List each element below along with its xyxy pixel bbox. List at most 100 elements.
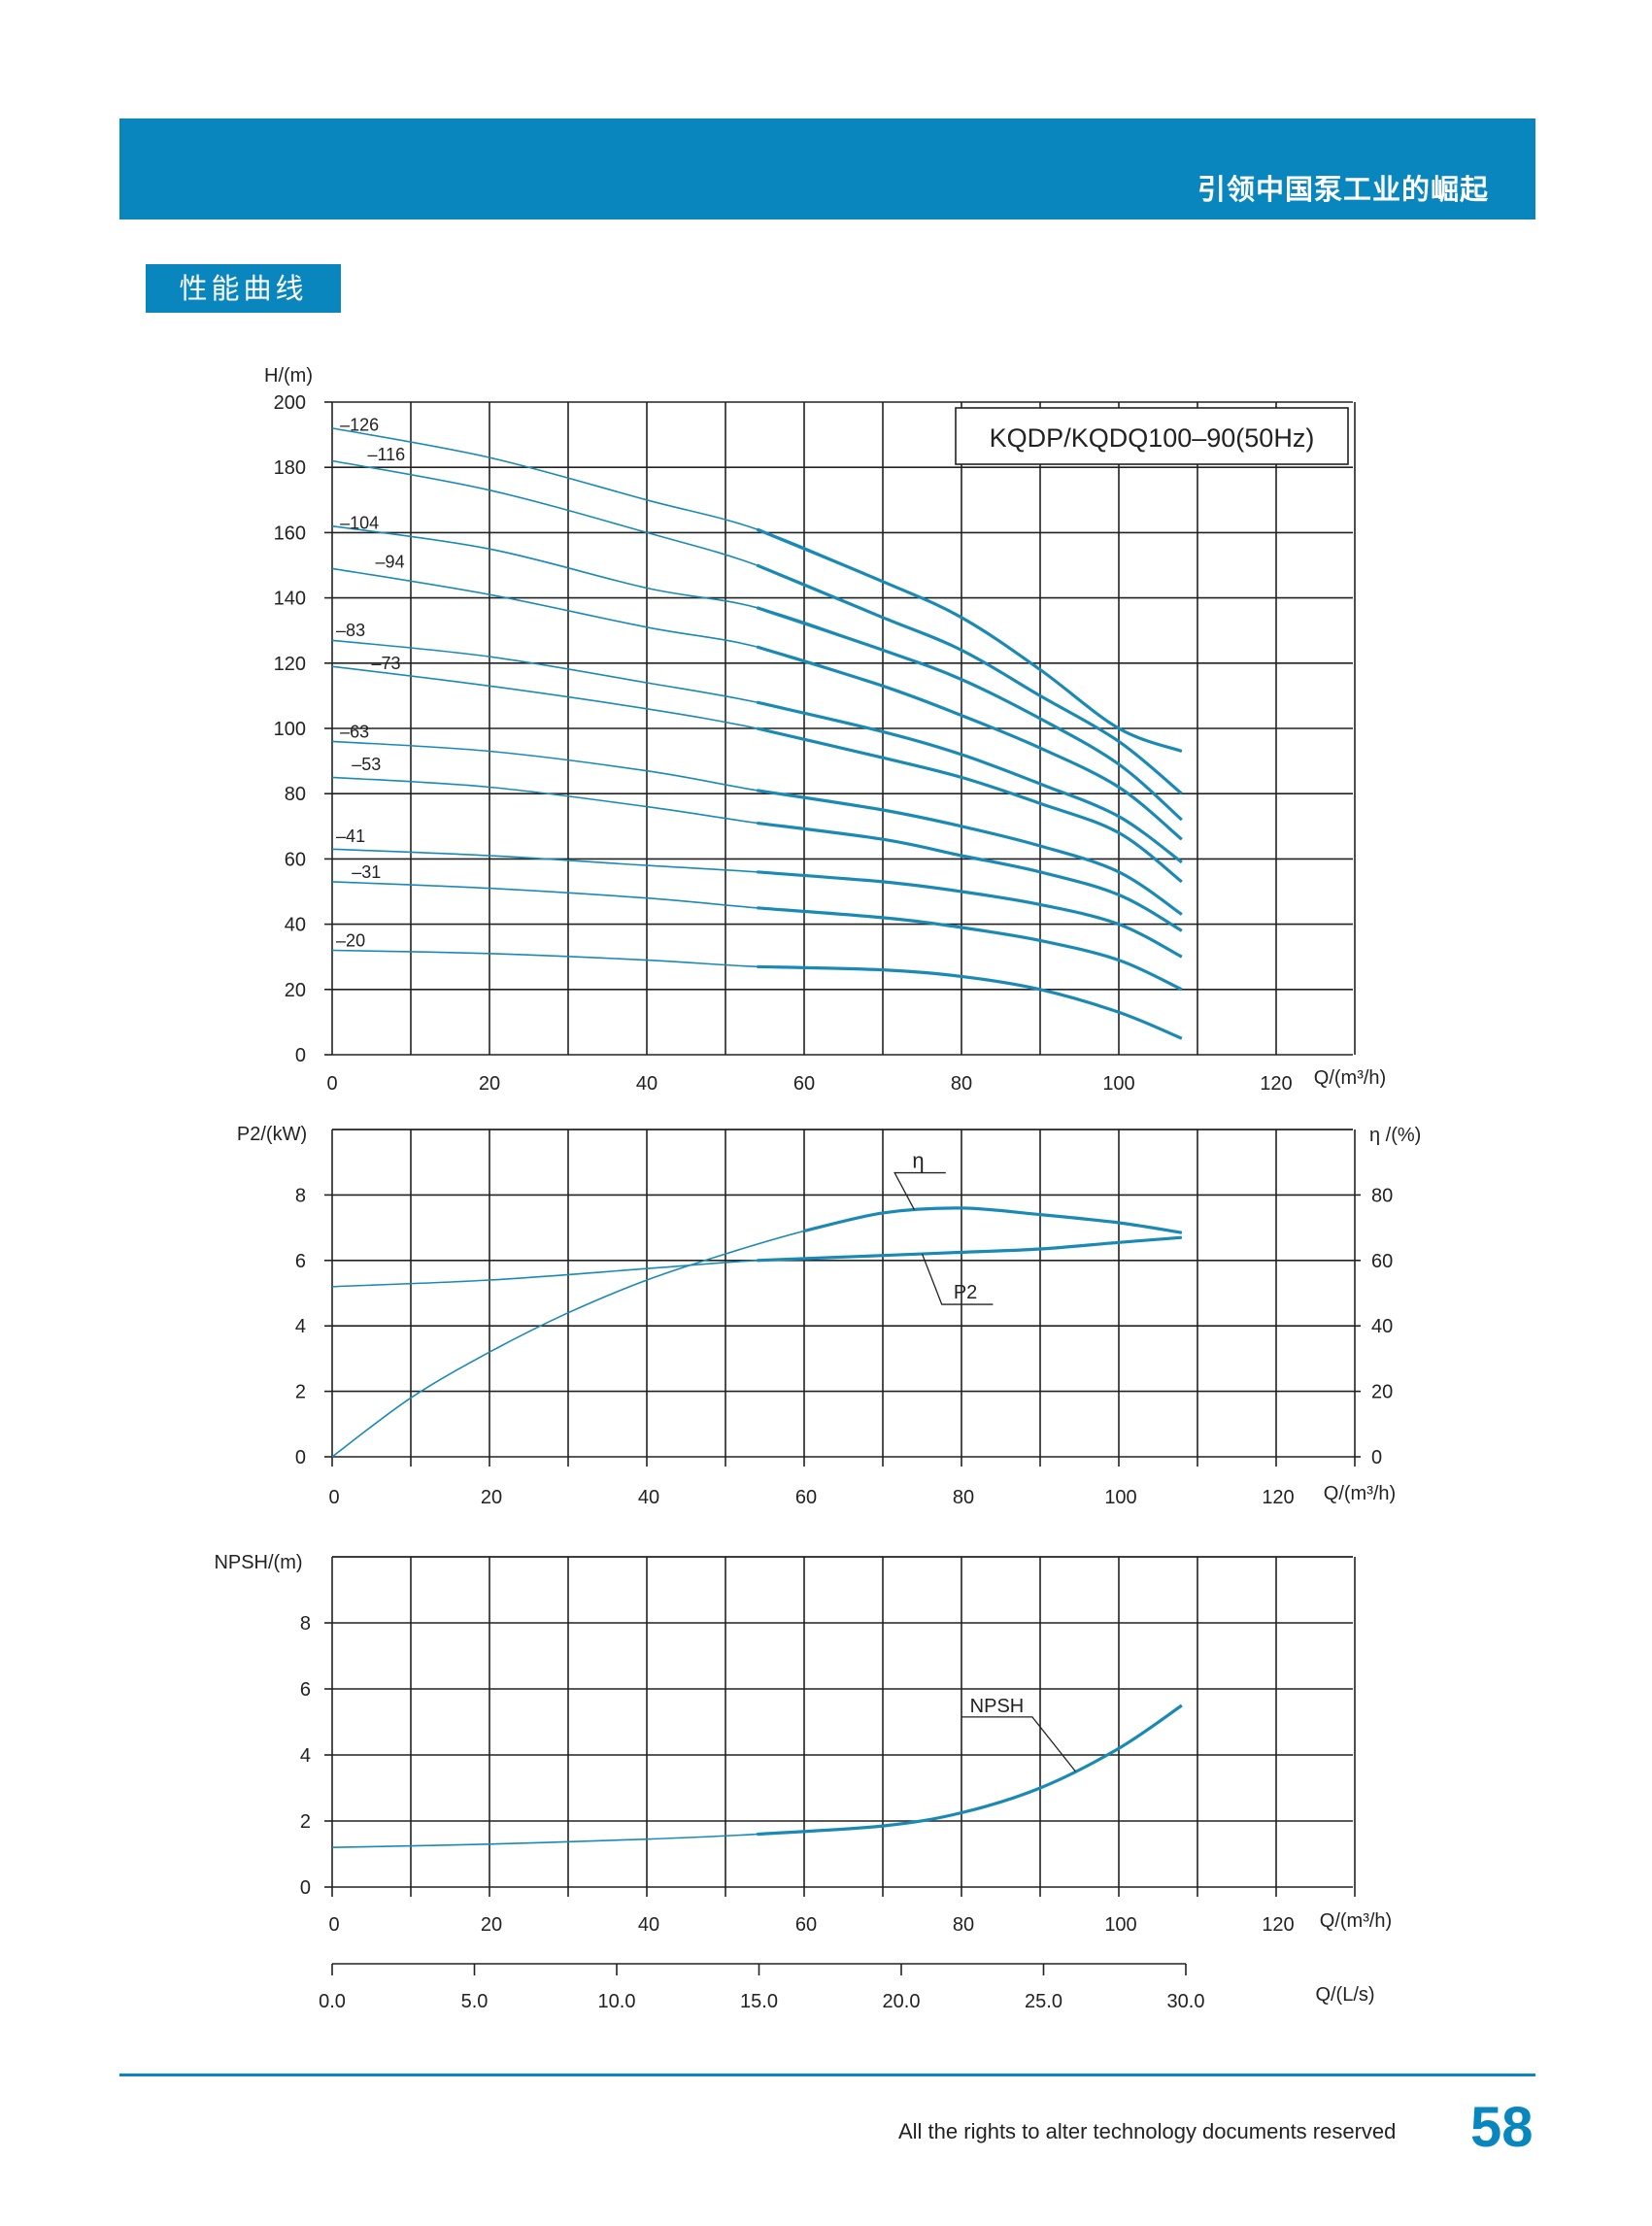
p-x-tick-label: 40 (638, 1487, 659, 1508)
n-x-tick-label: 0 (328, 1914, 339, 1936)
p-y-tick-label: 4 (295, 1316, 306, 1337)
header-band: 引领中国泵工业的崛起 (119, 118, 1535, 219)
h-curve-working-0 (756, 527, 1183, 754)
p-y-right-tick-label: 20 (1371, 1382, 1393, 1403)
ls-axis-label: Q/(L/s) (1315, 1984, 1374, 2006)
h-curve-working-5 (757, 726, 1183, 884)
n-curve-working (757, 1703, 1183, 1837)
h-curve-working-4 (757, 700, 1183, 864)
ls-axis-tick-label: 0.0 (319, 1991, 346, 2012)
n-x-axis-label: Q/(m³/h) (1320, 1910, 1392, 1932)
n-x-tick-label: 120 (1262, 1914, 1294, 1936)
n-y-tick-label: 4 (300, 1745, 311, 1767)
h-x-tick-label: 80 (951, 1073, 972, 1095)
n-y-tick-label: 6 (300, 1679, 311, 1701)
p-y-tick-label: 8 (295, 1185, 306, 1206)
footer-rule (119, 2074, 1535, 2076)
header-slogan: 引领中国泵工业的崛起 (1197, 173, 1489, 206)
n-x-tick-label: 80 (953, 1914, 974, 1936)
h-y-tick-label: 20 (285, 980, 306, 1001)
h-x-tick-label: 20 (479, 1073, 500, 1095)
npsh-callout-label: NPSH (970, 1696, 1025, 1717)
p2-callout-label: P2 (954, 1282, 977, 1303)
h-curve-label: –73 (372, 654, 401, 673)
h-y-tick-label: 180 (274, 457, 306, 479)
h-curve-working-3 (756, 645, 1183, 841)
h-curve-label: –31 (352, 862, 381, 882)
p-y-right-tick-label: 0 (1371, 1447, 1382, 1468)
ls-axis-tick-label: 25.0 (1025, 1991, 1062, 2012)
h-curve-working-7 (757, 821, 1183, 932)
h-y-tick-label: 40 (285, 915, 306, 936)
p-x-tick-label: 100 (1104, 1487, 1136, 1508)
ls-axis-tick-label: 30.0 (1167, 1991, 1205, 2012)
p-x-tick-label: 120 (1262, 1487, 1294, 1508)
h-chart-title: KQDP/KQDQ100–90(50Hz) (990, 423, 1315, 453)
p-x-axis-label: Q/(m³/h) (1324, 1483, 1396, 1504)
p-curve-η (331, 1207, 1182, 1458)
p-y-tick-label: 0 (295, 1447, 306, 1468)
h-y-tick-label: 80 (285, 784, 306, 805)
h-y-tick-label: 200 (274, 392, 306, 414)
h-x-tick-label: 60 (793, 1073, 815, 1095)
h-y-tick-label: 100 (274, 719, 306, 740)
p-y-right-axis-label: η /(%) (1369, 1125, 1421, 1146)
eta-callout-label: η (912, 1149, 924, 1173)
p-x-tick-label: 20 (481, 1487, 502, 1508)
h-curve-label: –63 (340, 722, 369, 741)
h-title-box (955, 407, 1349, 465)
n-curve (331, 1704, 1183, 1848)
p-x-tick-label: 0 (328, 1487, 339, 1508)
p-y-tick-label: 6 (295, 1251, 306, 1272)
h-curve-working-8 (757, 870, 1183, 959)
p-x-tick-label: 80 (953, 1487, 974, 1508)
h-curve-label: –53 (352, 755, 381, 774)
p-y-axis-label: P2/(kW) (237, 1124, 307, 1145)
p-y-right-tick-label: 80 (1371, 1185, 1393, 1206)
h-curve-label: –116 (367, 445, 405, 464)
n-x-tick-label: 60 (795, 1914, 817, 1936)
h-y-tick-label: 160 (274, 523, 306, 544)
h-curve-label: –20 (336, 930, 365, 950)
h-curve-label: –104 (340, 513, 379, 532)
ls-axis-tick-label: 15.0 (740, 1991, 778, 2012)
h-curve-working-9 (757, 906, 1183, 992)
h-x-tick-label: 100 (1102, 1073, 1134, 1095)
n-x-tick-label: 40 (638, 1914, 659, 1936)
n-y-tick-label: 2 (300, 1811, 311, 1833)
eta-callout-line (893, 1171, 946, 1210)
h-x-axis-label: Q/(m³/h) (1314, 1067, 1386, 1089)
h-curve-label: –94 (376, 553, 405, 572)
h-curve-label: –83 (336, 621, 365, 640)
n-x-tick-label: 100 (1104, 1914, 1136, 1936)
page-number: 58 (1470, 2096, 1534, 2159)
h-curve-4 (331, 639, 1183, 863)
h-y-tick-label: 60 (285, 849, 306, 870)
h-x-tick-label: 120 (1260, 1073, 1292, 1095)
ls-axis-tick-label: 5.0 (461, 1991, 489, 2012)
h-curve-working-10 (757, 964, 1183, 1040)
h-curve-label: –126 (340, 416, 379, 435)
p2-callout-line (921, 1253, 994, 1305)
h-curve-1 (331, 459, 1183, 794)
p-y-tick-label: 2 (295, 1382, 306, 1403)
p-curve-working-P2 (757, 1235, 1182, 1263)
h-y-tick-label: 120 (274, 654, 306, 675)
ls-axis-tick-label: 20.0 (883, 1991, 921, 2012)
n-x-tick-label: 20 (481, 1914, 502, 1936)
h-curve-6 (331, 740, 1183, 916)
n-y-tick-label: 8 (300, 1613, 311, 1635)
h-curve-2 (331, 524, 1183, 821)
h-y-tick-label: 140 (274, 589, 306, 610)
h-curve-working-2 (756, 606, 1183, 822)
h-curve-label: –41 (336, 826, 365, 846)
section-title: 性能曲线 (146, 264, 341, 313)
h-curve-9 (331, 881, 1183, 991)
h-y-tick-label: 0 (295, 1045, 306, 1066)
n-y-tick-label: 0 (300, 1877, 311, 1899)
p-curve-working-η (803, 1206, 1183, 1234)
p-y-right-tick-label: 60 (1371, 1251, 1393, 1272)
h-y-axis-label: H/(m) (264, 365, 313, 387)
h-curve-working-1 (756, 563, 1183, 795)
